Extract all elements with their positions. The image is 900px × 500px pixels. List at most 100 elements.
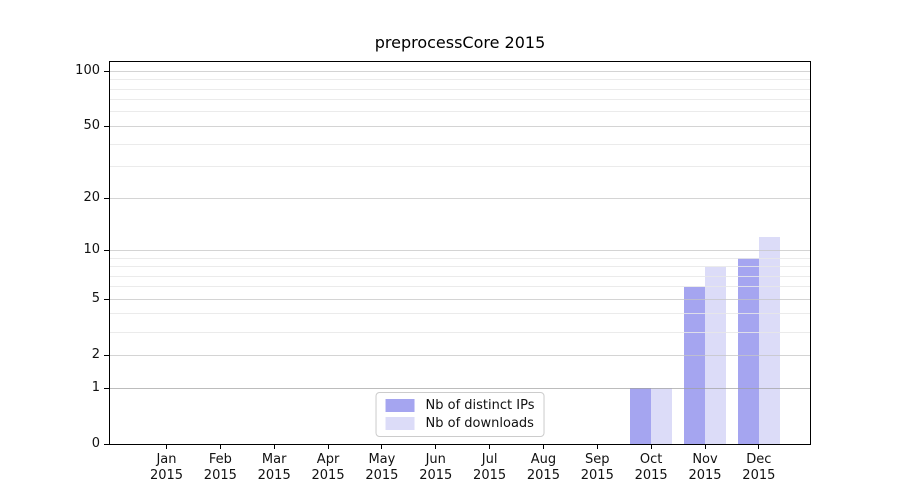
x-tick-label-month-jan: Jan (156, 452, 177, 467)
gridline-minor-7 (110, 275, 810, 277)
legend-item-distinct-ips: Nb of distinct IPs (385, 398, 535, 413)
y-tick-20 (104, 197, 110, 199)
x-tick-label-mar: Mar 2015 (242, 452, 306, 484)
x-tick-oct (650, 444, 652, 449)
gridline-minor-70 (110, 99, 810, 101)
x-tick-label-month-apr: Apr (316, 452, 340, 467)
x-tick-label-year-jan: 2015 (149, 468, 184, 483)
x-tick-nov (704, 444, 706, 449)
x-axis: Jan 2015 Feb 2015 Mar 2015 Apr 2015 May 2015 Jun 20… (110, 62, 810, 483)
chart-title: preprocessCore 2015 (374, 33, 546, 52)
x-tick-label-month-may: May (368, 452, 396, 467)
y-tick-100 (104, 70, 110, 72)
y-axis: 0 1 2 5 10 20 50 100 (75, 62, 810, 451)
gridline-major-2 (110, 354, 810, 356)
gridline-major-1 (110, 387, 810, 389)
gridline-major-50 (110, 125, 810, 127)
x-tick-label-year-mar: 2015 (257, 468, 291, 483)
x-tick-label-oct: Oct 2015 (619, 452, 683, 484)
legend-label-downloads: Nb of downloads (425, 416, 534, 431)
bar-oct-distinct-ips (630, 388, 652, 444)
x-tick-label-month-sep: Sep (585, 452, 610, 467)
gridline-minor-8 (110, 266, 810, 267)
gridline-minor-6 (110, 286, 810, 288)
axis-spine-top (109, 61, 811, 62)
x-tick-label-year-jul: 2015 (473, 468, 507, 483)
x-tick-apr (327, 444, 329, 449)
x-tick-jun (435, 444, 437, 449)
gridline-major-20 (110, 197, 810, 199)
gridline-major-10 (110, 249, 810, 251)
legend-swatch-downloads (385, 417, 415, 430)
x-tick-label-year-nov: 2015 (688, 468, 722, 483)
x-tick-label-jul: Jul 2015 (458, 452, 522, 484)
y-tick-50 (104, 125, 110, 127)
x-tick-label-month-oct: Oct (639, 452, 663, 467)
x-tick-label-year-aug: 2015 (526, 468, 560, 483)
x-tick-label-jun: Jun 2015 (404, 452, 468, 484)
x-tick-label-dec: Dec 2015 (727, 452, 791, 484)
legend-swatch-distinct-ips (385, 399, 415, 412)
y-tick-1 (104, 387, 110, 389)
bar-dec-downloads (758, 236, 780, 444)
x-tick-label-may: May 2015 (350, 452, 414, 484)
gridline-minor-60 (110, 111, 810, 113)
x-tick-feb (219, 444, 221, 449)
gridline-minor-4 (110, 313, 810, 315)
x-tick-label-year-dec: 2015 (742, 468, 776, 483)
gridline-minor-9 (110, 257, 810, 259)
x-tick-label-month-mar: Mar (261, 452, 287, 467)
x-tick-label-month-jun: Jun (425, 452, 446, 467)
x-tick-aug (542, 444, 544, 449)
axis-spine-right (810, 61, 811, 445)
y-tick-0 (104, 443, 110, 445)
plot-area: 0 1 2 5 10 20 50 100 Jan 2015 Feb 2015 Mar 2015 Apr 20… (75, 61, 811, 483)
x-tick-jan (166, 444, 167, 449)
legend-label-distinct-ips: Nb of distinct IPs (425, 398, 535, 413)
grid-layer (110, 62, 810, 444)
gridline-major-100 (110, 70, 810, 72)
gridline-minor-40 (110, 143, 810, 145)
axis-spine-bottom (109, 444, 811, 445)
y-tick-label-2: 2 (91, 347, 100, 363)
y-tick-label-10: 10 (83, 242, 100, 258)
y-tick-label-20: 20 (83, 190, 100, 206)
x-tick-label-month-aug: Aug (530, 452, 557, 467)
x-tick-label-year-oct: 2015 (634, 468, 668, 483)
y-tick-2 (104, 354, 110, 356)
gridline-minor-80 (110, 88, 810, 90)
bar-oct-downloads (651, 388, 673, 444)
x-tick-label-year-may: 2015 (365, 468, 399, 483)
x-tick-label-month-feb: Feb (208, 452, 232, 467)
axis-spine-left (109, 61, 110, 445)
y-tick-label-0: 0 (91, 436, 100, 451)
bar-dec-distinct-ips (737, 258, 759, 444)
x-tick-label-month-jul: Jul (481, 452, 498, 467)
legend: Nb of distinct IPs Nb of downloads (375, 392, 545, 437)
x-tick-label-year-jun: 2015 (419, 468, 453, 483)
x-tick-dec (758, 444, 760, 449)
y-tick-label-5: 5 (91, 291, 100, 307)
x-tick-may (381, 444, 383, 449)
gridline-minor-30 (110, 166, 810, 168)
y-tick-label-50: 50 (83, 118, 100, 134)
bar-nov-distinct-ips (684, 286, 705, 444)
x-tick-label-year-sep: 2015 (580, 468, 614, 483)
gridline-minor-90 (110, 79, 810, 81)
x-tick-label-apr: Apr 2015 (296, 452, 360, 484)
x-tick-label-nov: Nov 2015 (673, 452, 737, 484)
x-tick-jul (489, 444, 491, 449)
y-tick-10 (104, 249, 110, 251)
x-tick-label-sep: Sep 2015 (565, 452, 629, 484)
x-tick-label-month-nov: Nov (692, 452, 718, 467)
x-tick-mar (273, 444, 275, 449)
x-tick-label-feb: Feb 2015 (188, 452, 252, 484)
x-tick-sep (596, 444, 598, 449)
y-tick-label-100: 100 (75, 63, 100, 79)
legend-item-downloads: Nb of downloads (385, 416, 535, 431)
x-tick-label-month-dec: Dec (746, 452, 772, 467)
gridline-minor-3 (110, 331, 810, 333)
gridline-major-5 (110, 298, 810, 300)
x-tick-label-year-apr: 2015 (311, 468, 345, 483)
